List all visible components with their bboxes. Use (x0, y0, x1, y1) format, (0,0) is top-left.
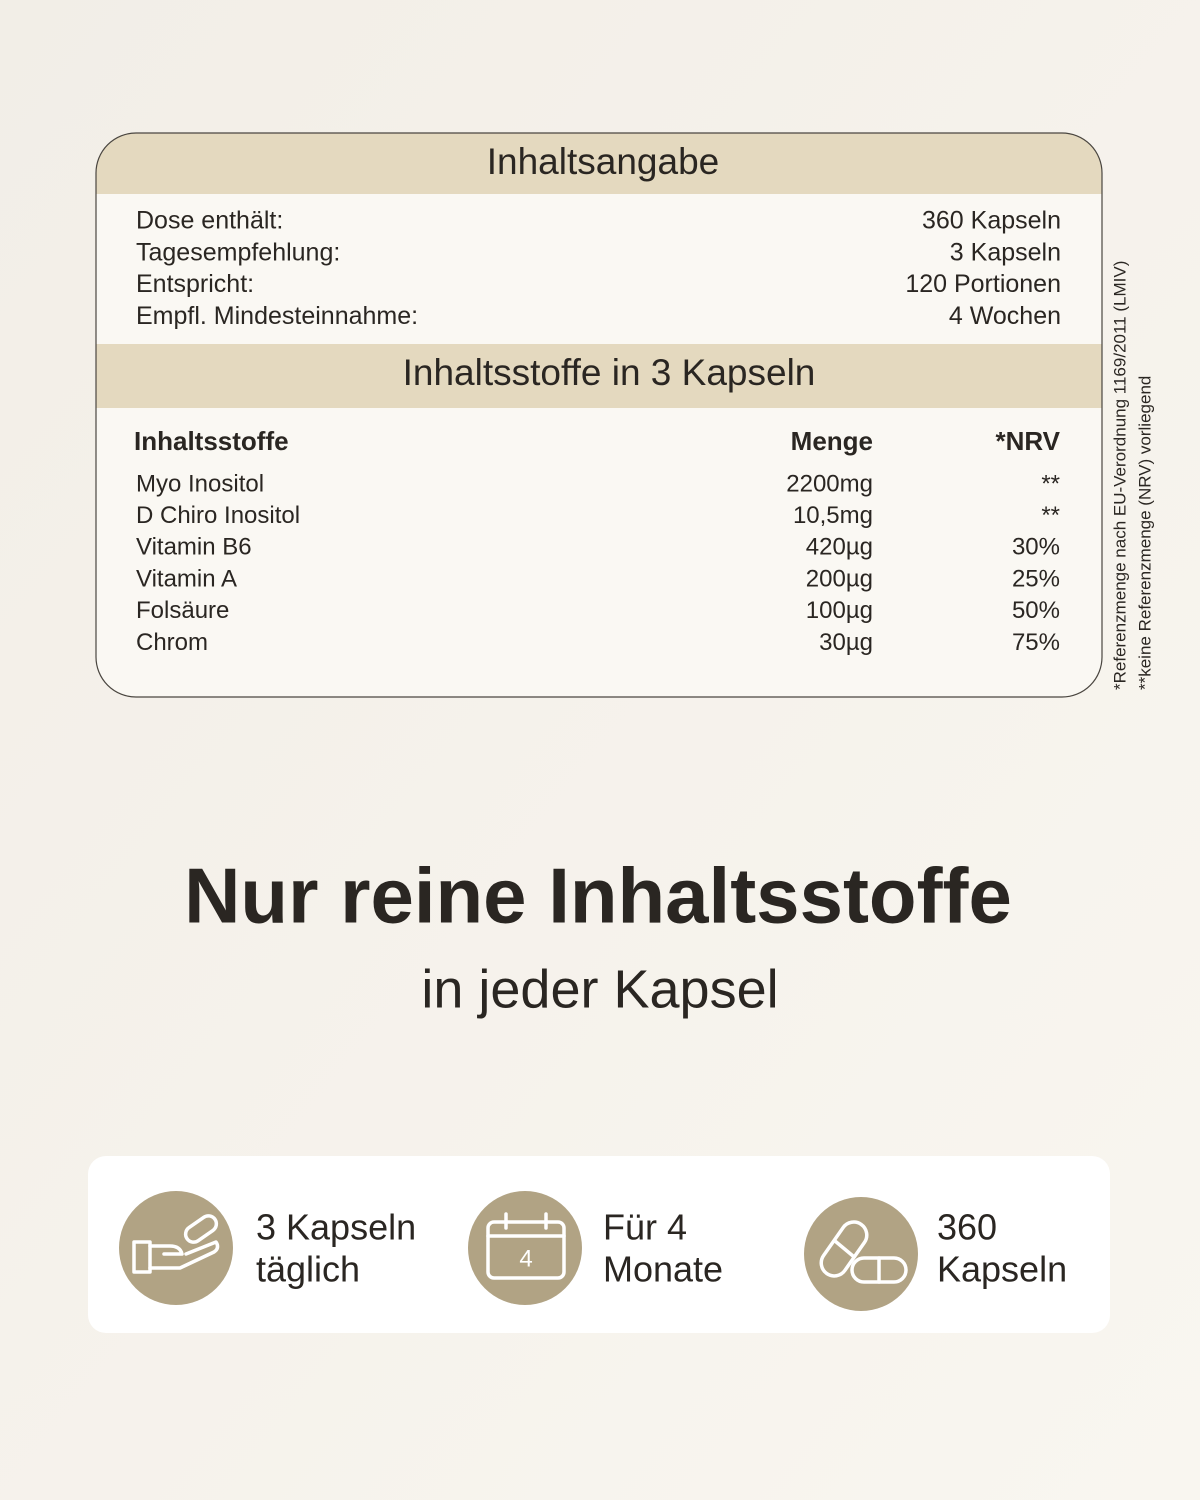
ingredient-nrv: 75% (1012, 629, 1060, 656)
ingredient-amount: 420µg (806, 534, 873, 561)
summary-value: 120 Portionen (905, 270, 1061, 298)
feature-text: 360 (937, 1207, 997, 1248)
ingredient-amount: 10,5mg (793, 502, 873, 529)
ingredient-amount: 2200mg (786, 470, 873, 497)
ingredient-nrv: ** (1041, 470, 1060, 497)
ingredient-name: Vitamin A (136, 565, 237, 592)
summary-value: 360 Kapseln (922, 207, 1061, 235)
summary-label: Tagesempfehlung: (136, 238, 340, 266)
ingredient-nrv: 50% (1012, 597, 1060, 624)
card-fill (96, 133, 1102, 697)
headline: Nur reine Inhaltsstoffe (184, 852, 1012, 940)
card-bands (96, 133, 1102, 697)
feature-text: 3 Kapseln (256, 1207, 416, 1248)
feature-text: Kapseln (937, 1249, 1067, 1290)
ingredient-nrv: 25% (1012, 565, 1060, 592)
feature-text: täglich (256, 1249, 360, 1290)
ingredient-nrv: 30% (1012, 534, 1060, 561)
column-header: Inhaltsstoffe (134, 426, 289, 456)
summary-value: 4 Wochen (949, 302, 1061, 330)
section-title: Inhaltsstoffe in 3 Kapseln (403, 352, 816, 393)
table-title: Inhaltsangabe (487, 141, 719, 182)
ingredient-name: Vitamin B6 (136, 534, 252, 561)
column-header: Menge (791, 426, 873, 456)
column-header: *NRV (995, 426, 1060, 456)
summary-label: Entspricht: (136, 270, 254, 298)
ingredient-name: Myo Inositol (136, 470, 264, 497)
hand-icon (119, 1191, 233, 1305)
ingredient-amount: 30µg (819, 629, 873, 656)
summary-label: Empfl. Mindesteinnahme: (136, 302, 418, 330)
ingredient-amount: 100µg (806, 597, 873, 624)
calendar-number: 4 (519, 1245, 532, 1272)
footnote: **keine Referenzmenge (NRV) vorliegend (1135, 376, 1154, 690)
ingredient-name: Chrom (136, 629, 208, 656)
card-border (95, 132, 1103, 698)
subheadline: in jeder Kapsel (421, 959, 778, 1019)
header-band (96, 133, 1102, 194)
header-band (96, 344, 1102, 408)
capsule-icon (804, 1197, 918, 1311)
footnote-text: *Referenzmenge nach EU-Verordnung 1169/2… (1110, 261, 1129, 690)
feature-text: Für 4 (603, 1207, 687, 1248)
feature-text: Monate (603, 1249, 723, 1290)
ingredient-amount: 200µg (806, 565, 873, 592)
ingredient-name: Folsäure (136, 597, 229, 624)
ingredient-name: D Chiro Inositol (136, 502, 300, 529)
summary-value: 3 Kapseln (950, 238, 1061, 266)
ingredient-nrv: ** (1041, 502, 1060, 529)
summary-label: Dose enthält: (136, 207, 283, 235)
calendar-icon: 4 (468, 1191, 582, 1305)
footnote-text: **keine Referenzmenge (NRV) vorliegend (1135, 376, 1154, 690)
footnote: *Referenzmenge nach EU-Verordnung 1169/2… (1110, 261, 1129, 690)
